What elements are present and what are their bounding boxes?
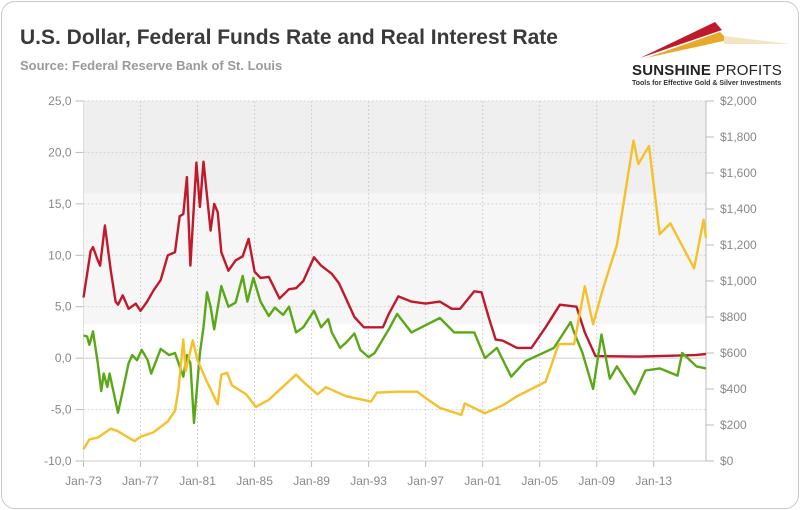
- y-right-tick-label: $2,000: [720, 94, 757, 108]
- y-right-tick-label: $0: [720, 454, 734, 468]
- x-tick-label: Jan-01: [464, 474, 501, 488]
- x-tick-label: Jan-09: [578, 474, 615, 488]
- plot-band-dark: [83, 101, 706, 194]
- y-left-tick-label: 15,0: [48, 197, 72, 211]
- y-right-tick-label: $600: [720, 346, 747, 360]
- logo-rays-icon: [640, 22, 790, 58]
- series-line-3: [82, 139, 708, 450]
- x-tick-label: Jan-93: [350, 474, 387, 488]
- y-right-tick-label: $1,200: [720, 238, 757, 252]
- x-tick-label: Jan-77: [122, 474, 159, 488]
- y-left-tick-label: 0,0: [55, 351, 72, 365]
- x-tick-label: Jan-97: [407, 474, 444, 488]
- x-tick-label: Jan-73: [65, 474, 102, 488]
- sunshine-profits-logo: SUNSHINE PROFITS Tools for Effective Gol…: [620, 18, 792, 98]
- y-left-tick-label: 10,0: [48, 248, 72, 262]
- y-right-tick-label: $1,400: [720, 202, 757, 216]
- x-tick-label: Jan-13: [635, 474, 672, 488]
- y-right-tick-label: $1,000: [720, 274, 757, 288]
- y-right-tick-label: $800: [720, 310, 747, 324]
- y-left-tick-label: 20,0: [48, 145, 72, 159]
- y-left-tick-label: -5,0: [51, 403, 72, 417]
- y-left-tick-label: 25,0: [48, 94, 72, 108]
- y-right-tick-label: $1,600: [720, 166, 757, 180]
- y-right-tick-label: $400: [720, 382, 747, 396]
- y-right-tick-label: $200: [720, 418, 747, 432]
- chart-title: U.S. Dollar, Federal Funds Rate and Real…: [20, 26, 558, 49]
- x-tick-label: Jan-89: [293, 474, 330, 488]
- y-left-tick-label: -10,0: [44, 454, 72, 468]
- y-left-tick-label: 5,0: [55, 300, 72, 314]
- y-right-tick-label: $1,800: [720, 130, 757, 144]
- x-tick-label: Jan-05: [521, 474, 558, 488]
- x-tick-label: Jan-81: [179, 474, 216, 488]
- chart-subtitle: Source: Federal Reserve Bank of St. Loui…: [20, 58, 283, 73]
- x-tick-label: Jan-85: [236, 474, 273, 488]
- series-line-1: [82, 160, 707, 358]
- series-line-2: [83, 274, 707, 425]
